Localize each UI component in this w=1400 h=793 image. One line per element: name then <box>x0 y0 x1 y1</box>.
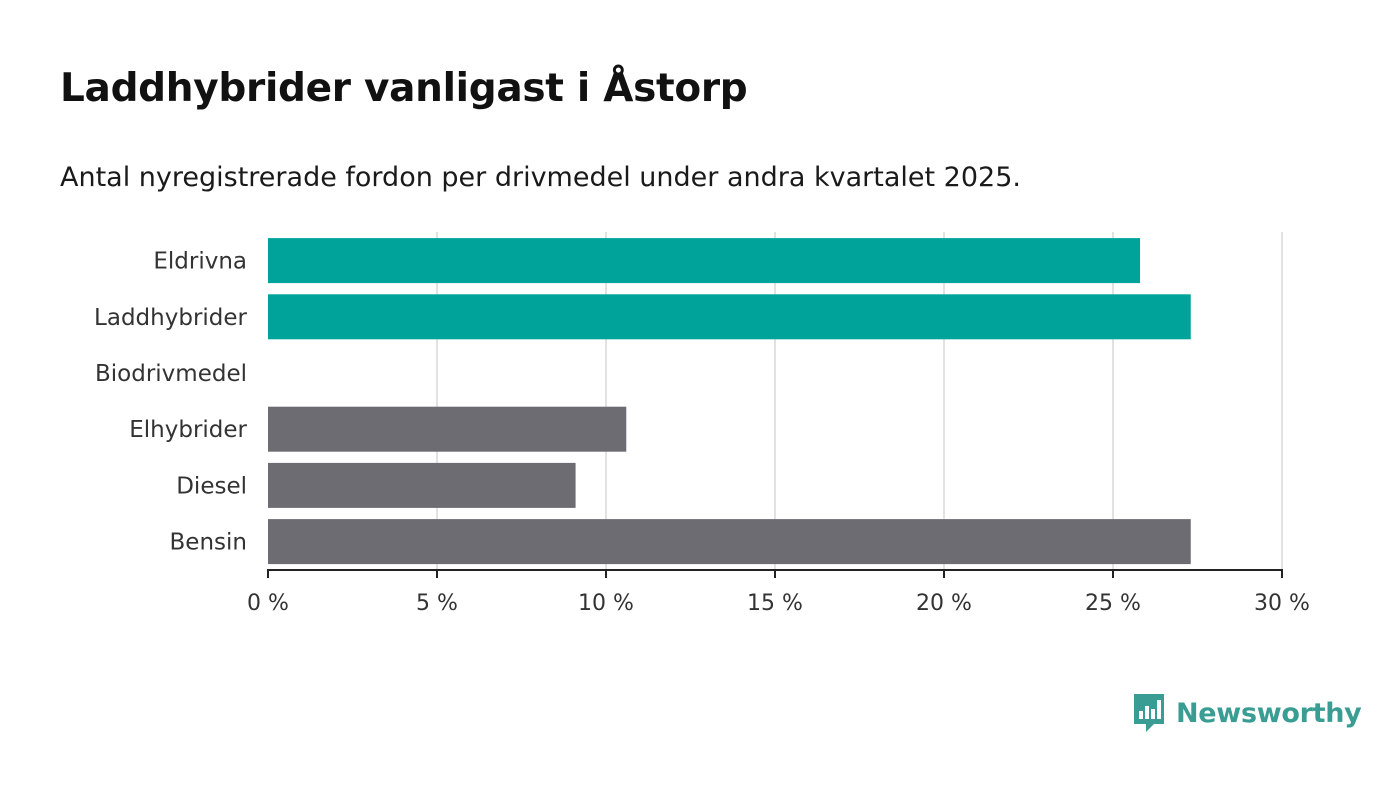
chart-title: Laddhybrider vanligast i Åstorp <box>60 66 748 111</box>
brand-logo: Newsworthy <box>1132 692 1362 734</box>
category-label: Eldrivna <box>153 249 247 275</box>
bar-eldrivna <box>268 238 1141 284</box>
category-label: Elhybrider <box>129 417 247 443</box>
category-label: Laddhybrider <box>94 305 247 331</box>
bar-laddhybrider <box>268 294 1191 340</box>
bar-diesel <box>268 462 576 508</box>
x-tick-label: 15 % <box>747 591 803 616</box>
category-labels: Eldrivna Laddhybrider Biodrivmedel Elhybrid… <box>94 249 247 556</box>
x-tick-label: 5 % <box>416 591 458 616</box>
category-label: Bensin <box>170 530 247 556</box>
x-tick-label: 0 % <box>247 591 289 616</box>
x-axis: 0 % 5 % 10 % 15 % 20 % 25 % 30 % <box>247 569 1310 616</box>
grid-lines <box>436 232 1283 570</box>
bars <box>268 238 1191 565</box>
category-label: Biodrivmedel <box>95 361 247 387</box>
category-label: Diesel <box>176 473 247 499</box>
x-tick-label: 10 % <box>578 591 634 616</box>
newsworthy-logo-icon <box>1134 694 1164 732</box>
bar-bensin <box>268 519 1191 565</box>
x-tick-label: 30 % <box>1254 591 1310 616</box>
bar-elhybrider <box>268 406 627 452</box>
chart-subtitle: Antal nyregistrerade fordon per drivmede… <box>60 162 1021 193</box>
x-tick-label: 20 % <box>916 591 972 616</box>
x-tick-label: 25 % <box>1085 591 1141 616</box>
brand-name: Newsworthy <box>1176 697 1362 729</box>
